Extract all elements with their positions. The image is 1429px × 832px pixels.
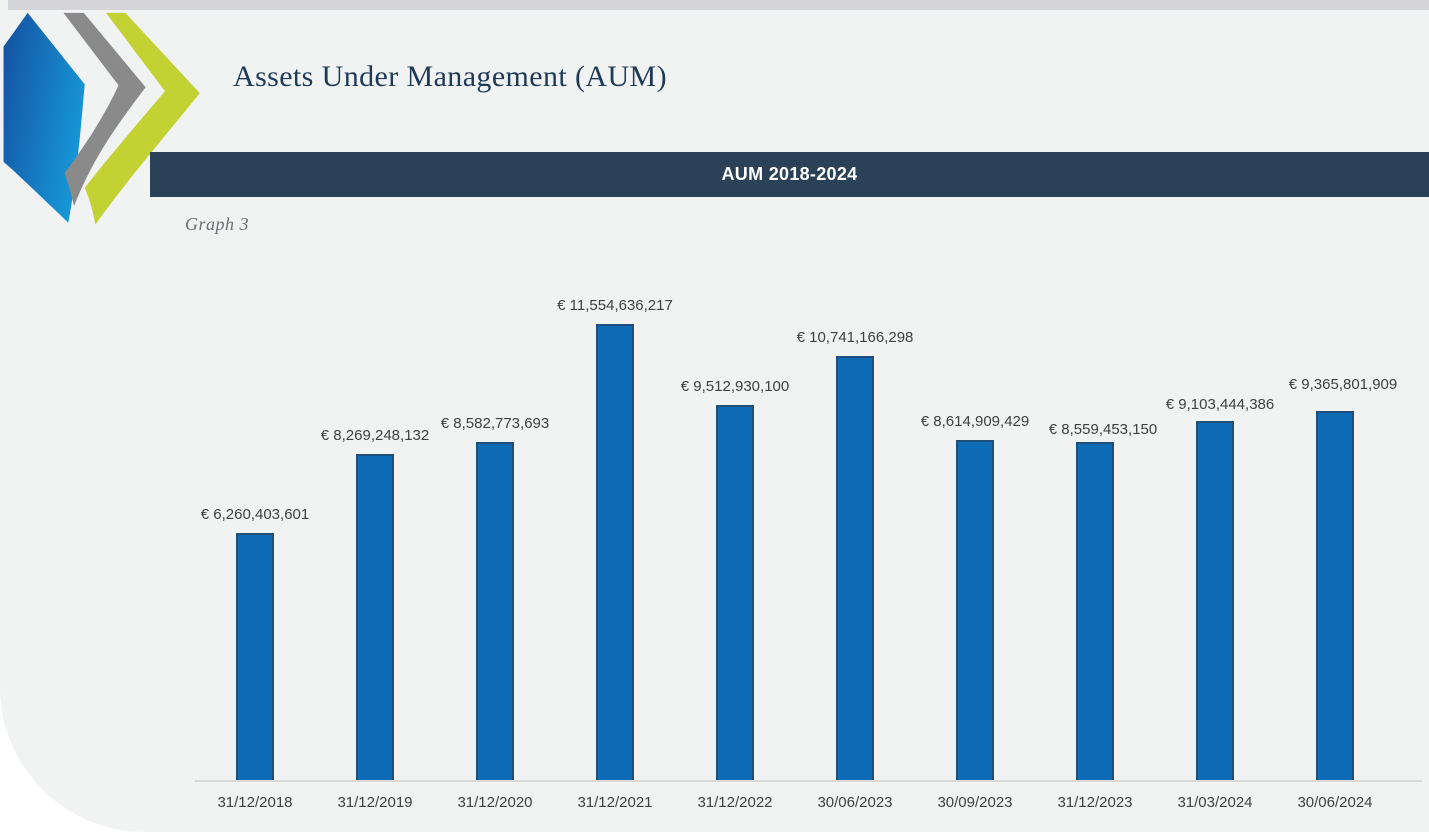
x-axis-label: 31/12/2018 (217, 794, 293, 811)
x-axis-label: 31/12/2019 (337, 794, 413, 811)
bar-slot: € 8,269,248,132 31/12/2019 (315, 289, 435, 811)
value-label: € 8,582,773,693 (440, 415, 550, 432)
banner-title: AUM 2018-2024 (721, 164, 858, 184)
value-label: € 8,614,909,429 (920, 413, 1030, 430)
x-axis-label: 31/03/2024 (1177, 794, 1253, 811)
bar (476, 442, 514, 781)
bar-slot: € 9,103,444,386 31/03/2024 (1155, 289, 1275, 811)
bar (956, 440, 994, 781)
bar-slot: € 8,614,909,429 30/09/2023 (915, 289, 1035, 811)
bar-slot: € 10,741,166,298 30/06/2023 (795, 289, 915, 811)
bar (1076, 442, 1114, 781)
x-axis-label: 31/12/2020 (457, 794, 533, 811)
bar-slot: € 11,554,636,217 31/12/2021 (555, 289, 675, 811)
x-axis-label: 31/12/2022 (697, 794, 773, 811)
chart: € 6,260,403,601 31/12/2018 € 8,269,248,132… (195, 289, 1398, 811)
bar (236, 533, 274, 781)
bar-slot: € 9,365,801,909 30/06/2024 (1275, 289, 1398, 811)
x-axis-label: 30/06/2024 (1297, 794, 1373, 811)
x-axis-label: 30/06/2023 (817, 794, 893, 811)
triple-chevron-arrows-logo-icon (3, 12, 200, 225)
bar-slot: € 6,260,403,601 31/12/2018 (195, 289, 315, 811)
x-axis-label: 30/09/2023 (937, 794, 1013, 811)
bar-slot: € 8,582,773,693 31/12/2020 (435, 289, 555, 811)
logo-green-chevron (84, 12, 200, 225)
bar (836, 356, 874, 781)
graph-caption: Graph 3 (185, 214, 250, 234)
bar-slot: € 8,559,453,150 31/12/2023 (1035, 289, 1158, 811)
bar (716, 405, 754, 781)
bar (356, 454, 394, 781)
bar (596, 324, 634, 781)
x-axis-label: 31/12/2023 (1057, 794, 1133, 811)
page-title: Assets Under Management (AUM) (233, 60, 668, 93)
value-label: € 9,512,930,100 (680, 378, 790, 395)
value-label: € 9,365,801,909 (1288, 376, 1398, 393)
x-axis-line (195, 780, 1422, 782)
x-axis-label: 31/12/2021 (577, 794, 653, 811)
value-label: € 10,741,166,298 (796, 329, 914, 346)
section-banner: AUM 2018-2024 (150, 152, 1429, 197)
logo-gray-chevron (63, 12, 146, 207)
logo-blue-shape (3, 12, 85, 223)
value-label: € 9,103,444,386 (1165, 396, 1275, 413)
value-label: € 8,269,248,132 (320, 427, 430, 444)
bar-slot: € 9,512,930,100 31/12/2022 (675, 289, 795, 811)
value-label: € 8,559,453,150 (1048, 421, 1158, 438)
top-strip (8, 0, 1429, 10)
bar (1196, 421, 1234, 781)
bar (1316, 411, 1354, 781)
value-label: € 6,260,403,601 (200, 506, 310, 523)
value-label: € 11,554,636,217 (557, 297, 673, 314)
